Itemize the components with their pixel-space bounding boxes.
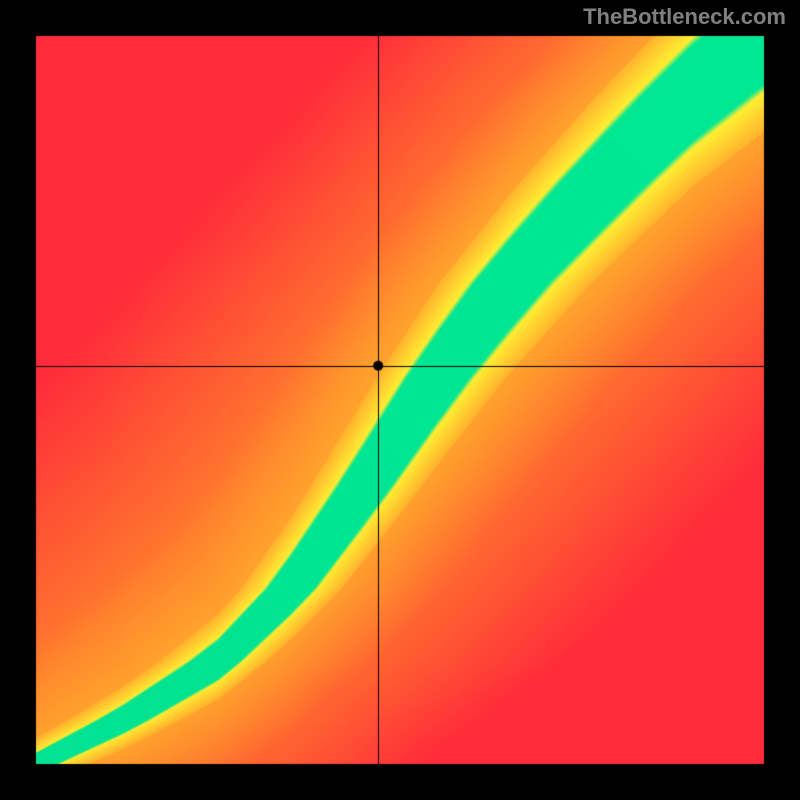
heatmap-canvas	[0, 0, 800, 800]
watermark-text: TheBottleneck.com	[583, 4, 786, 30]
chart-container: TheBottleneck.com	[0, 0, 800, 800]
